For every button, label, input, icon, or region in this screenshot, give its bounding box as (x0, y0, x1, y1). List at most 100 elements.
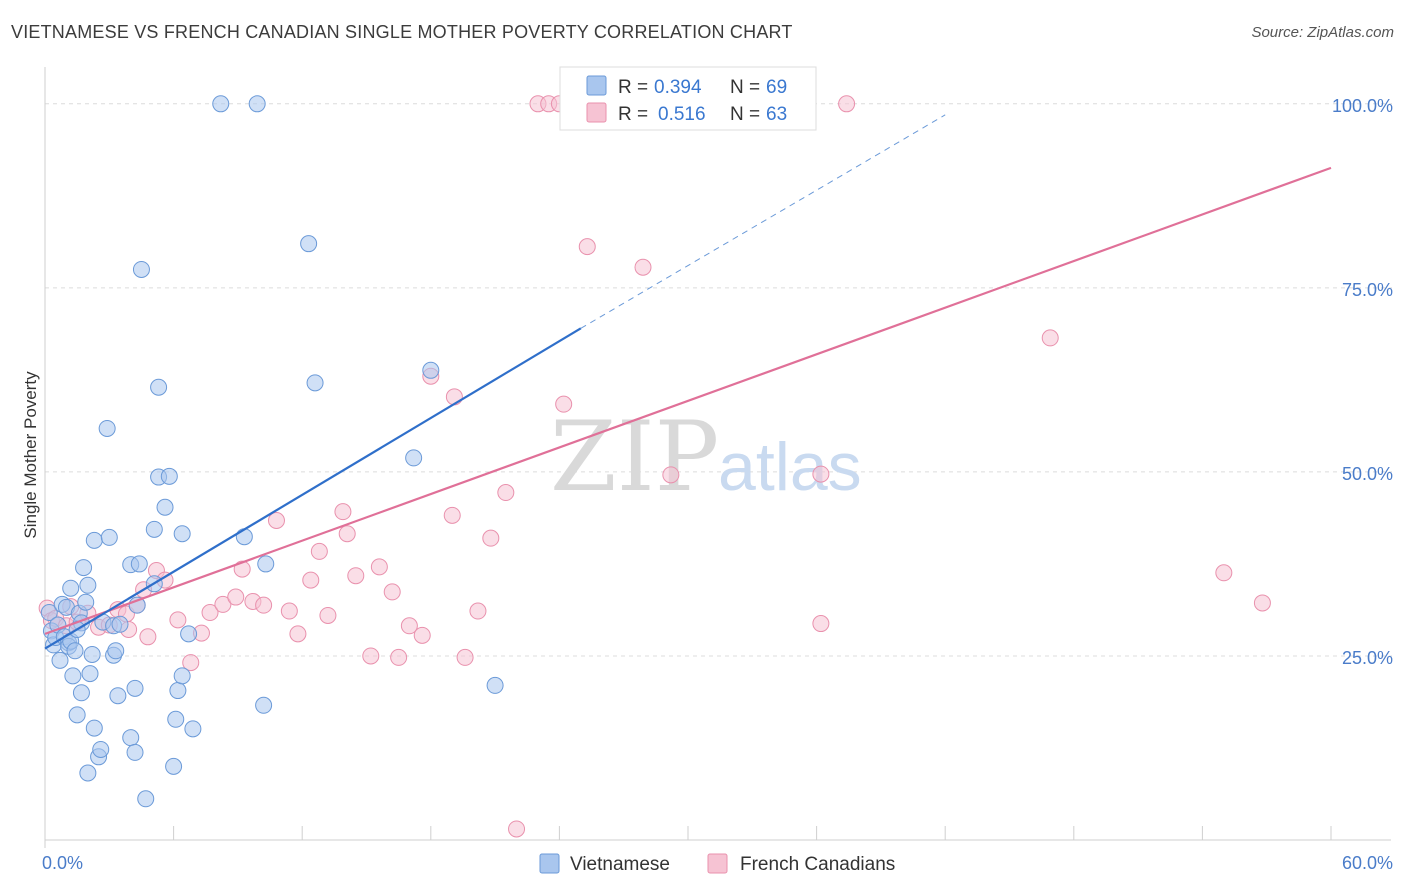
point-vietnamese (173, 667, 191, 685)
point-vietnamese (81, 665, 99, 683)
y-axis-title: Single Mother Poverty (21, 371, 40, 539)
point-french-canadians (445, 388, 463, 406)
point-vietnamese (180, 625, 198, 643)
legend-swatch-french-canadians (586, 102, 607, 123)
y-tick-label: 50.0% (1342, 464, 1393, 484)
point-vietnamese (126, 743, 144, 761)
point-french-canadians (319, 606, 337, 624)
point-french-canadians (662, 466, 680, 484)
bottom-legend-label-french-canadians: French Canadians (740, 854, 895, 875)
point-vietnamese (66, 642, 84, 660)
legend-n-label-vietnamese: N = (730, 77, 760, 98)
point-french-canadians (1253, 594, 1271, 612)
point-vietnamese (40, 604, 58, 622)
point-french-canadians (482, 529, 500, 547)
point-french-canadians (302, 571, 320, 589)
point-vietnamese (122, 729, 140, 747)
point-vietnamese (169, 682, 187, 700)
point-vietnamese (79, 764, 97, 782)
point-vietnamese (167, 710, 185, 728)
point-french-canadians (182, 654, 200, 672)
point-vietnamese (486, 676, 504, 694)
point-vietnamese (75, 559, 93, 577)
bottom-legend-swatch-vietnamese (539, 853, 560, 874)
point-vietnamese (85, 531, 103, 549)
point-french-canadians (400, 617, 418, 635)
point-french-canadians (255, 596, 273, 614)
point-vietnamese (130, 555, 148, 573)
point-vietnamese (173, 525, 191, 543)
trend-line-vietnamese (44, 327, 582, 650)
point-french-canadians (214, 595, 232, 613)
point-french-canadians (812, 615, 830, 633)
legend-r-value-vietnamese: 0.394 (654, 77, 702, 98)
point-french-canadians (139, 628, 157, 646)
point-french-canadians (233, 560, 251, 578)
series-vietnamese (40, 95, 504, 808)
point-french-canadians (469, 602, 487, 620)
point-vietnamese (109, 687, 127, 705)
point-french-canadians (497, 484, 515, 502)
legend-box: R = 0.394 N = 69 R = 0.516 N = 63 (559, 66, 817, 131)
bottom-legend-label-vietnamese: Vietnamese (570, 854, 670, 875)
point-french-canadians (456, 648, 474, 666)
point-french-canadians (508, 820, 526, 838)
watermark: ZIP atlas (550, 401, 862, 513)
bottom-legend-swatch-french-canadians (707, 853, 728, 874)
point-vietnamese (83, 645, 101, 663)
point-vietnamese (77, 593, 95, 611)
point-vietnamese (156, 498, 174, 516)
point-vietnamese (145, 520, 163, 538)
point-vietnamese (72, 684, 90, 702)
point-french-canadians (634, 258, 652, 276)
point-vietnamese (107, 642, 125, 660)
point-french-canadians (338, 525, 356, 543)
legend-r-value-french-canadians: 0.516 (658, 104, 706, 125)
y-tick-label: 25.0% (1342, 648, 1393, 668)
point-french-canadians (1215, 564, 1233, 582)
trend-lines (44, 114, 1332, 650)
point-vietnamese (64, 667, 82, 685)
point-french-canadians (289, 625, 307, 643)
y-tick-label: 75.0% (1342, 280, 1393, 300)
point-vietnamese (405, 449, 423, 467)
point-french-canadians (169, 611, 187, 629)
point-vietnamese (422, 361, 440, 379)
point-french-canadians (443, 506, 461, 524)
chart-source: Source: ZipAtlas.com (1251, 24, 1394, 41)
point-vietnamese (137, 790, 155, 808)
legend-n-label-french-canadians: N = (730, 104, 760, 125)
point-french-canadians (347, 567, 365, 585)
point-french-canadians (383, 583, 401, 601)
point-vietnamese (235, 528, 253, 546)
point-vietnamese (85, 719, 103, 737)
point-vietnamese (184, 720, 202, 738)
point-french-canadians (370, 558, 388, 576)
point-french-canadians (812, 465, 830, 483)
point-vietnamese (98, 419, 116, 437)
point-vietnamese (62, 579, 80, 597)
point-vietnamese (160, 467, 178, 485)
point-vietnamese (306, 374, 324, 392)
point-french-canadians (227, 588, 245, 606)
gridlines (45, 103, 1392, 657)
y-tick-label: 100.0% (1332, 96, 1393, 116)
legend-n-value-vietnamese: 69 (766, 77, 787, 98)
point-french-canadians (413, 626, 431, 644)
legend-n-value-french-canadians: 63 (766, 104, 787, 125)
point-vietnamese (79, 576, 97, 594)
axes: 25.0% 50.0% 75.0% 100.0% 0.0% 60.0% (42, 67, 1393, 873)
point-vietnamese (51, 651, 69, 669)
point-french-canadians (1041, 329, 1059, 347)
trend-line-french-canadians (44, 166, 1332, 635)
point-french-canadians (310, 542, 328, 560)
bottom-legend: Vietnamese French Canadians (539, 853, 895, 875)
x-tick-label: 60.0% (1342, 853, 1393, 873)
trend-line-vietnamese-extension (580, 114, 946, 329)
point-french-canadians (334, 503, 352, 521)
point-vietnamese (126, 679, 144, 697)
point-vietnamese (165, 757, 183, 775)
point-vietnamese (100, 528, 118, 546)
point-vietnamese (111, 615, 129, 633)
